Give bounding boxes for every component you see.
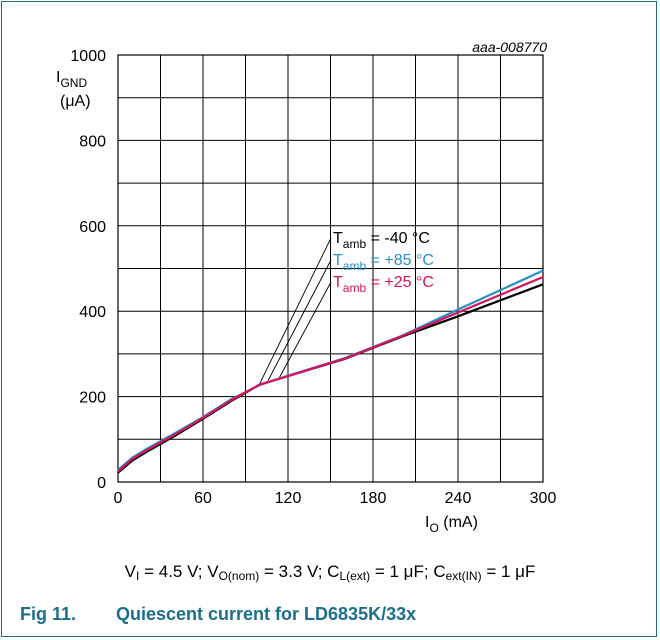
leader-line	[259, 237, 332, 384]
y-tick-label: 800	[79, 133, 106, 150]
x-tick-label: 60	[194, 490, 212, 507]
grid	[117, 54, 544, 483]
figure-id: aaa-008770	[472, 39, 547, 55]
x-tick-labels: 0 60 120 180 240 300	[114, 490, 557, 507]
cond-cin-value: = 1 μF	[481, 562, 536, 581]
cond-cl-sub: L(ext)	[339, 569, 371, 583]
y-tick-label: 0	[97, 475, 106, 492]
x-axis-label: IO (mA)	[425, 514, 478, 535]
y-tick-label: 200	[79, 390, 106, 407]
cond-vi-value: = 4.5 V;	[139, 562, 208, 581]
series-label-0: Tamb = -40 °C	[333, 230, 430, 251]
figure-number: Fig 11.	[20, 604, 77, 624]
figure-title: Quiescent current for LD6835K/33x	[116, 604, 417, 624]
x-axis-label-main: I	[425, 514, 429, 531]
series-label-2: Tamb = +25 °C	[333, 274, 434, 295]
leader-line	[267, 259, 332, 381]
test-conditions: VI = 4.5 V; VO(nom) = 3.3 V; CL(ext) = 1…	[0, 562, 660, 583]
y-tick-label: 400	[79, 304, 106, 321]
cond-vi-symbol: V	[124, 562, 137, 581]
cond-vo-sub: O(nom)	[218, 569, 260, 583]
cond-vi-sub: I	[136, 569, 140, 583]
x-axis-label-unit: (mA)	[439, 514, 478, 531]
x-tick-label: 120	[275, 490, 302, 507]
series-line-2	[117, 275, 544, 473]
leader-line	[279, 281, 332, 378]
cond-cin-symbol: C	[433, 562, 446, 581]
y-tick-label: 600	[79, 219, 106, 236]
cond-vo-value: = 3.3 V;	[259, 562, 328, 581]
cond-cl-symbol: C	[327, 562, 340, 581]
y-axis-label-sub: GND	[60, 76, 87, 90]
y-tick-labels: 0 200 400 600 800 1000	[70, 48, 106, 492]
x-tick-label: 180	[360, 490, 387, 507]
x-tick-label: 0	[114, 490, 123, 507]
x-axis-label-sub: O	[429, 521, 438, 535]
cond-cl-value: = 1 μF;	[370, 562, 434, 581]
x-tick-label: 300	[530, 490, 557, 507]
series-label-1: Tamb = +85 °C	[333, 252, 434, 273]
cond-vo-symbol: V	[207, 562, 219, 581]
x-tick-label: 240	[445, 490, 472, 507]
data-series	[117, 269, 544, 474]
y-axis-label: IGND	[56, 69, 87, 90]
quiescent-current-chart: aaa-008770 0 200 400 600 800 1000 0 60 120 180 24…	[56, 39, 557, 535]
cond-cin-sub: ext(IN)	[445, 569, 482, 583]
y-axis-label-main: I	[56, 69, 60, 86]
y-tick-label: 1000	[70, 48, 106, 65]
y-axis-unit: (μA)	[60, 93, 91, 110]
figure-caption: Fig 11. Quiescent current for LD6835K/33x	[20, 604, 416, 625]
legend-leader-lines	[259, 237, 332, 384]
